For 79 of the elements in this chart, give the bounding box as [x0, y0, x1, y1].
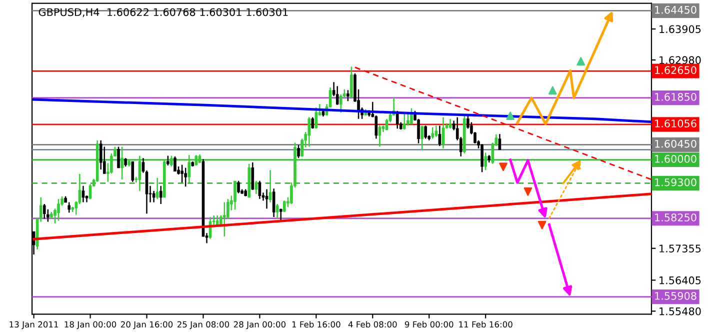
candlestick — [159, 185, 162, 205]
ref-line-label: 1.61056 — [655, 120, 696, 128]
ref-line-label: 1.55908 — [655, 292, 696, 300]
y-tick-label: 1.62980 — [660, 56, 701, 64]
candlestick — [152, 190, 156, 203]
x-tick-label: 1 Feb 16:00 — [292, 321, 340, 328]
x-tick-label: 4 Feb 08:00 — [348, 321, 397, 328]
x-tick-label: 9 Feb 00:00 — [404, 321, 454, 328]
candlestick — [297, 144, 300, 159]
candlestick — [279, 208, 282, 222]
x-tick-label: 11 Feb 16:00 — [459, 321, 512, 328]
candlestick — [42, 203, 46, 220]
candlestick — [254, 180, 258, 195]
candlestick — [268, 170, 272, 203]
candlestick — [117, 146, 120, 168]
candlestick — [222, 202, 226, 238]
candlestick — [99, 140, 102, 170]
x-tick-label: 20 Jan 16:00 — [120, 321, 173, 330]
candlestick — [339, 94, 342, 114]
x-tick-label: 13 Jan 2011 — [10, 321, 58, 330]
candlestick — [180, 164, 184, 184]
candlestick — [237, 180, 240, 194]
ref-line-label: 1.64450 — [655, 6, 696, 14]
candlestick — [403, 112, 406, 130]
candlestick — [431, 126, 434, 140]
chart-title: GBPUSD,H4 1.60622 1.60768 1.60301 1.60301 — [38, 8, 288, 18]
candlestick — [131, 160, 134, 182]
candlestick — [308, 116, 311, 148]
candlestick — [57, 198, 60, 222]
candlestick — [276, 203, 279, 220]
ref-line-label: 1.58250 — [655, 214, 696, 222]
candlestick — [480, 143, 484, 173]
candlestick — [138, 155, 142, 192]
candlestick — [438, 124, 442, 147]
candlestick — [336, 85, 339, 106]
candlestick — [498, 133, 502, 150]
line-series — [32, 98, 652, 124]
candlestick — [156, 177, 159, 200]
ref-line-label: 1.60000 — [655, 154, 696, 163]
candlestick — [417, 118, 420, 144]
candlestick — [410, 108, 413, 125]
candlestick — [234, 180, 236, 210]
candlestick — [282, 200, 286, 213]
y-tick-label: 1.57355 — [660, 244, 701, 252]
ref-line-label: 1.61850 — [655, 92, 696, 101]
candlestick — [251, 162, 254, 191]
candlestick — [314, 106, 318, 130]
y-tick-label: 1.56405 — [660, 276, 701, 284]
candlestick — [442, 116, 445, 150]
candlestick — [346, 89, 350, 102]
candlestick — [68, 202, 71, 214]
candlestick — [265, 188, 268, 210]
candlestick — [82, 185, 85, 203]
candlestick — [272, 188, 276, 218]
candlestick — [396, 110, 399, 130]
candlestick — [424, 124, 427, 140]
y-tick-label: 1.63905 — [660, 25, 701, 34]
candlestick — [434, 124, 438, 138]
x-tick-label: 25 Jan 08:00 — [177, 321, 230, 330]
candlestick — [170, 155, 173, 168]
candlestick — [448, 118, 452, 130]
x-tick-label: 28 Jan 00:00 — [234, 321, 286, 330]
candlestick — [184, 167, 187, 188]
candlestick — [194, 154, 198, 166]
candlestick — [174, 156, 176, 172]
ref-line-label: 1.60450 — [655, 140, 696, 148]
candlestick — [188, 154, 191, 184]
candlestick — [420, 124, 424, 151]
candlestick — [166, 155, 170, 166]
candlestick — [484, 152, 487, 171]
candlestick — [350, 66, 353, 98]
x-tick-label: 18 Jan 00:00 — [64, 321, 116, 330]
ref-line-label: 1.62650 — [655, 66, 696, 74]
ref-line-label: 1.59300 — [655, 178, 696, 186]
candlestick — [406, 112, 410, 126]
y-tick-label: 1.55480 — [660, 307, 701, 316]
candlestick — [258, 180, 262, 200]
candlestick — [120, 146, 124, 180]
candlestick — [374, 114, 378, 140]
